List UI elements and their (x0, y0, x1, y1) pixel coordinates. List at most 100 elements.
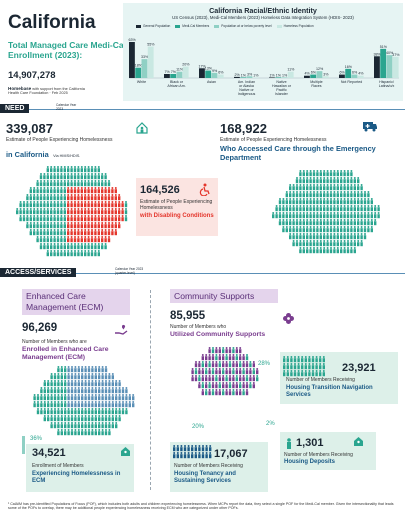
ecm-person-icon (33, 401, 36, 408)
ed-person-icon (312, 247, 316, 254)
homeless-person-icon (43, 187, 46, 194)
cs-person-icon (239, 375, 242, 382)
nav-number: 23,921 (342, 362, 376, 374)
ten-person-icon (194, 445, 197, 452)
ecm-sub-highlight: Experiencing Homelessness in ECM (32, 471, 121, 484)
homeless-person-icon (97, 187, 100, 194)
homeless-person-icon (77, 194, 80, 201)
nav-person-icon (286, 363, 289, 370)
bar-4-1 (275, 77, 282, 78)
homeless-person-icon (39, 201, 43, 208)
ecm-person-icon (67, 373, 70, 380)
homeless-person-icon (46, 180, 49, 187)
category-label: White (137, 80, 146, 84)
homeless-person-icon (36, 229, 39, 236)
homeless-person-icon (46, 222, 49, 229)
homeless-person-icon (63, 166, 66, 173)
ecm-person-icon (87, 366, 91, 373)
homeless-person-icon (94, 215, 97, 222)
cs-person-icon (218, 347, 221, 354)
homeless-person-icon (53, 250, 56, 257)
ecm-person-icon (77, 394, 80, 401)
ed-person-icon (343, 233, 346, 240)
homeless-person-icon (33, 201, 36, 208)
cs-person-icon (191, 368, 194, 375)
ecm-person-icon (111, 394, 114, 401)
homeless-person-icon (94, 166, 97, 173)
ecm-person-icon (43, 401, 46, 408)
ecm-person-icon (67, 380, 70, 387)
ed-person-icon (357, 205, 360, 212)
ecm-person-icon (40, 408, 43, 415)
homeless-person-icon (90, 236, 94, 243)
ed-person-icon (323, 184, 326, 191)
ed-person-icon (299, 184, 302, 191)
homeless-person-icon (94, 250, 97, 257)
bar-1-3 (182, 66, 189, 78)
homeless-person-icon (67, 236, 70, 243)
ed-person-icon (333, 205, 336, 212)
ecm-person-icon (77, 422, 80, 429)
ecm-person-icon (91, 408, 94, 415)
ed-person-icon (363, 191, 367, 198)
ecm-person-icon (94, 380, 97, 387)
category-label: Black or (170, 80, 184, 84)
bar-3-0 (234, 76, 240, 78)
homeless-person-icon (22, 208, 26, 215)
ed-person-icon (374, 219, 377, 226)
homeless-person-icon (84, 229, 87, 236)
bar-3-2 (246, 76, 253, 78)
ed-person-icon (295, 226, 299, 233)
ten-highlight: Housing Tenancy and Sustaining Services (174, 471, 236, 484)
category-label: Latina/o/x (379, 84, 395, 88)
homeless-person-icon (77, 229, 80, 236)
ecm-heading-box (22, 289, 130, 315)
homeless-person-icon (53, 194, 56, 201)
cs-heading: Community Supports (174, 291, 255, 301)
homeless-person-icon (80, 208, 83, 215)
homeless-person-icon (101, 243, 104, 250)
homeless-person-icon (73, 229, 77, 236)
cs-person-icon (249, 368, 252, 375)
homeless-person-icon (80, 236, 83, 243)
cs-heading-box (170, 289, 278, 303)
homeless-person-icon (26, 194, 29, 201)
ed-person-icon (360, 191, 363, 198)
homeless-person-icon (124, 201, 128, 208)
ecm-person-icon (64, 373, 67, 380)
homeless-person-icon (104, 236, 107, 243)
ed-person-icon (350, 226, 353, 233)
ed-person-icon (346, 205, 350, 212)
homeless-person-icon (107, 180, 111, 187)
ed-person-icon (340, 170, 343, 177)
cs-person-icon (201, 375, 204, 382)
ecm-person-icon (74, 401, 77, 408)
ecm-person-icon (43, 387, 46, 394)
chart-legend: General Population Medi-Cal Members Popula… (136, 24, 314, 28)
ed-person-icon (319, 212, 322, 219)
cs-person-icon (228, 368, 232, 375)
cs-person-icon (208, 382, 211, 389)
ed-person-icon (295, 177, 299, 184)
logo-tail: with support from the California (32, 87, 85, 91)
nav-person-icon (293, 363, 297, 370)
category-label: Native (276, 80, 286, 84)
cs-person-icon (242, 361, 245, 368)
ed-person-icon (346, 212, 350, 219)
ten-person-icon (173, 445, 176, 452)
ed-person-icon (323, 191, 326, 198)
ecm-person-icon (64, 366, 67, 373)
ecm-person-icon (84, 366, 87, 373)
ed-person-icon (316, 212, 319, 219)
homeless-person-icon (107, 236, 111, 243)
homeless-person-icon (118, 194, 121, 201)
cs-person-icon (201, 361, 204, 368)
homeless-person-icon (39, 208, 43, 215)
ed-person-icon (343, 205, 346, 212)
homeless-person-icon (63, 180, 66, 187)
ecm-person-icon (74, 422, 77, 429)
bar-2-0 (199, 68, 205, 78)
bar-7-3 (392, 56, 399, 78)
cs-person-icon (232, 382, 235, 389)
ed-person-icon (329, 205, 333, 212)
